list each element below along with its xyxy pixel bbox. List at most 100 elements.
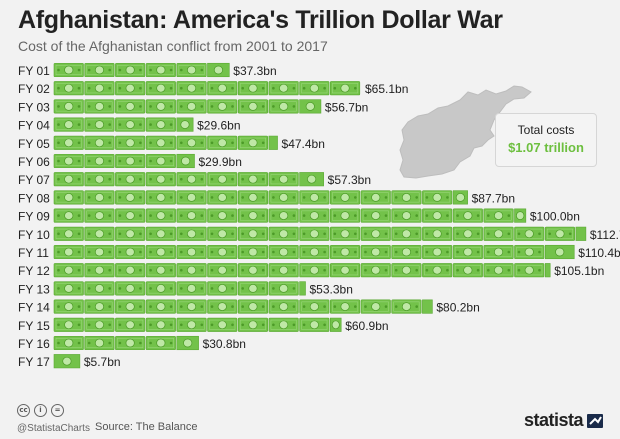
dollar-note-icon xyxy=(176,190,207,205)
dollar-note-icon xyxy=(53,335,84,351)
dollar-note-icon xyxy=(84,226,115,241)
dollar-note-icon xyxy=(299,317,330,332)
dollar-note-icon xyxy=(176,263,207,278)
dollar-note-icon xyxy=(391,208,422,223)
category-label: FY 07 xyxy=(18,173,50,187)
dollar-note-icon xyxy=(53,135,84,150)
dollar-note-icon xyxy=(237,317,268,332)
total-costs-label: Total costs xyxy=(517,123,575,137)
value-label: $105.1bn xyxy=(554,264,604,278)
dollar-note-icon xyxy=(53,81,84,96)
category-label: FY 04 xyxy=(18,119,50,133)
dollar-note-icon xyxy=(207,299,238,314)
dollar-note-icon xyxy=(544,226,576,241)
dollar-note-icon xyxy=(422,226,453,241)
dollar-note-icon xyxy=(207,244,238,260)
dollar-note-icon xyxy=(145,281,176,296)
dollar-note-icon xyxy=(299,81,330,96)
dollar-note-icon xyxy=(115,135,146,150)
dollar-note-icon xyxy=(84,281,115,296)
dollar-note-icon xyxy=(176,317,207,332)
statista-logo-icon xyxy=(587,413,604,428)
bar xyxy=(53,190,468,205)
dollar-note-icon xyxy=(115,244,146,260)
dollar-note-icon xyxy=(145,244,176,260)
dollar-note-icon xyxy=(237,135,268,150)
dollar-note-partial xyxy=(207,62,230,78)
dollar-note-icon xyxy=(207,226,238,241)
dollar-note-icon xyxy=(268,81,299,96)
dollar-note-icon xyxy=(145,263,176,278)
dollar-note-icon xyxy=(268,244,299,260)
dollar-note-icon xyxy=(391,263,422,278)
bar-row: FY 09 $100.0bn xyxy=(18,208,580,224)
statista-handle: @StatistaCharts xyxy=(17,423,90,434)
dollar-note-icon xyxy=(53,263,84,278)
dollar-note-icon xyxy=(422,208,453,223)
total-costs-value: $1.07 trillion xyxy=(508,140,584,155)
dollar-note-icon xyxy=(207,317,238,332)
dollar-note-icon xyxy=(207,172,238,187)
dollar-note-icon xyxy=(84,172,115,187)
dollar-note-icon xyxy=(237,299,268,314)
dollar-note-icon xyxy=(391,190,422,205)
dollar-note-icon xyxy=(483,263,514,278)
dollar-note-icon xyxy=(329,208,361,223)
bar xyxy=(53,299,433,314)
bar xyxy=(53,317,342,332)
dollar-note-icon xyxy=(207,281,238,296)
dollar-note-icon xyxy=(237,172,268,187)
dollar-note-partial xyxy=(452,190,468,205)
statista-logo-text: statista xyxy=(524,410,584,430)
category-label: FY 11 xyxy=(18,246,49,260)
bar-row: FY 15 $60.9bn xyxy=(18,317,389,333)
dollar-note-icon xyxy=(53,208,84,223)
dollar-note-icon xyxy=(391,244,422,260)
dollar-note-icon xyxy=(115,208,146,223)
category-label: FY 01 xyxy=(18,64,50,78)
dollar-note-icon xyxy=(329,299,361,314)
dollar-note-icon xyxy=(176,281,207,296)
category-label: FY 09 xyxy=(18,210,50,224)
bar xyxy=(53,153,195,169)
dollar-note-icon xyxy=(115,62,146,78)
source-text: Source: The Balance xyxy=(95,421,198,433)
bar-row: FY 05 $47.4bn xyxy=(18,135,325,151)
dollar-note-icon xyxy=(53,172,84,187)
dollar-note-icon xyxy=(207,135,238,150)
value-label: $5.7bn xyxy=(84,355,121,369)
dollar-note-icon xyxy=(84,208,115,223)
bar xyxy=(53,263,551,278)
dollar-note-partial xyxy=(299,172,324,187)
dollar-note-icon xyxy=(237,81,268,96)
value-label: $60.9bn xyxy=(345,319,388,333)
bar-row: FY 01 $37.3bn xyxy=(18,62,277,78)
dollar-note-partial xyxy=(575,226,587,241)
value-label: $110.4bn xyxy=(578,246,620,260)
value-label: $65.1bn xyxy=(365,82,408,96)
dollar-note-partial xyxy=(299,99,322,114)
dollar-note-icon xyxy=(115,226,146,241)
dollar-note-icon xyxy=(115,172,146,187)
category-label: FY 08 xyxy=(18,191,50,205)
dollar-note-icon xyxy=(84,135,115,150)
dollar-note-icon xyxy=(207,263,238,278)
dollar-note-icon xyxy=(84,263,115,278)
dollar-note-icon xyxy=(268,281,299,296)
dollar-note-icon xyxy=(237,208,268,223)
value-label: $29.9bn xyxy=(199,155,242,169)
dollar-note-icon xyxy=(299,244,330,260)
dollar-note-icon xyxy=(145,226,176,241)
category-label: FY 15 xyxy=(18,319,50,333)
dollar-note-icon xyxy=(483,208,514,223)
category-label: FY 12 xyxy=(18,264,50,278)
dollar-note-icon xyxy=(84,153,115,169)
dollar-note-icon xyxy=(237,281,268,296)
dollar-note-icon xyxy=(84,317,115,332)
dollar-note-icon xyxy=(299,208,330,223)
dollar-note-icon xyxy=(145,135,176,150)
dollar-note-icon xyxy=(53,190,84,205)
dollar-note-icon xyxy=(299,299,330,314)
dollar-note-icon xyxy=(115,281,146,296)
dollar-note-icon xyxy=(299,263,330,278)
